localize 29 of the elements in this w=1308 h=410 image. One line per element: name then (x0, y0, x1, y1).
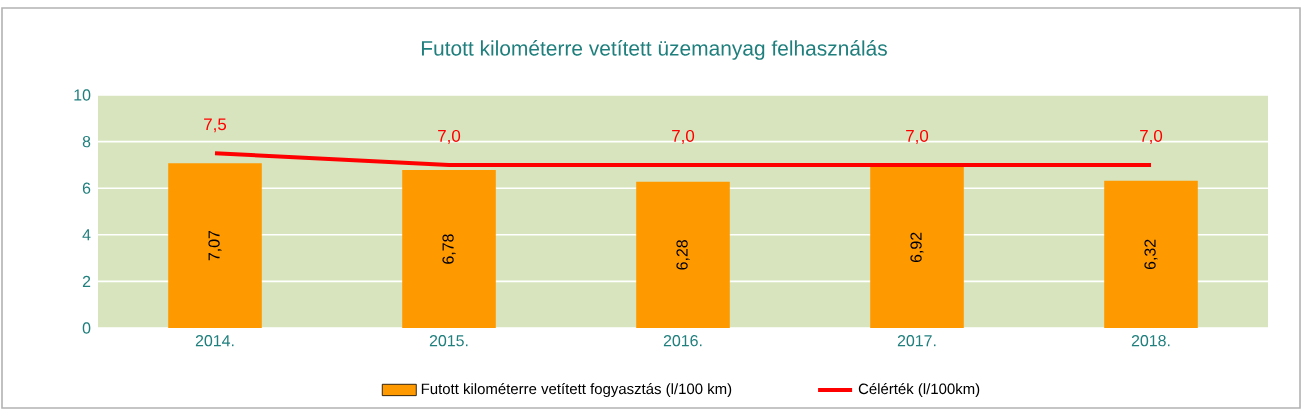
data-label: 6,92 (910, 232, 924, 263)
y-tick-label: 0 (82, 322, 91, 334)
y-tick-label: 8 (82, 135, 91, 148)
y-tick-label: 6 (82, 182, 91, 194)
data-label: 7,0 (1140, 129, 1163, 144)
y-tick-label: 10 (74, 89, 91, 101)
x-tick-label: 2018. (1131, 335, 1170, 347)
legend-label: Célérték (l/100km) (858, 382, 980, 398)
x-tick-label: 2017. (897, 335, 936, 347)
data-label: 7,0 (438, 129, 461, 144)
y-tick-label: 4 (82, 229, 91, 241)
bar (168, 163, 262, 328)
x-tick-label: 2016. (663, 335, 702, 347)
data-label: 6,78 (442, 234, 456, 264)
data-label: 6,28 (676, 240, 690, 270)
y-tick-label: 2 (82, 275, 91, 287)
x-tick-label: 2014. (195, 335, 234, 347)
data-label: 6,32 (1144, 239, 1158, 270)
data-label: 7,5 (204, 118, 227, 133)
bar (1104, 180, 1198, 328)
data-label: 7,0 (906, 129, 929, 144)
legend-label: Futott kilométerre vetített fogyasztás (l/100 km) (421, 382, 732, 398)
chart-title: Futott kilométerre vetített üzemanyag felhasználás (421, 40, 887, 60)
data-label: 7,0 (672, 129, 695, 144)
data-label: 7,07 (208, 230, 222, 261)
bar (870, 166, 964, 328)
bar (402, 170, 496, 328)
bar (636, 181, 730, 328)
x-tick-label: 2015. (429, 335, 468, 347)
